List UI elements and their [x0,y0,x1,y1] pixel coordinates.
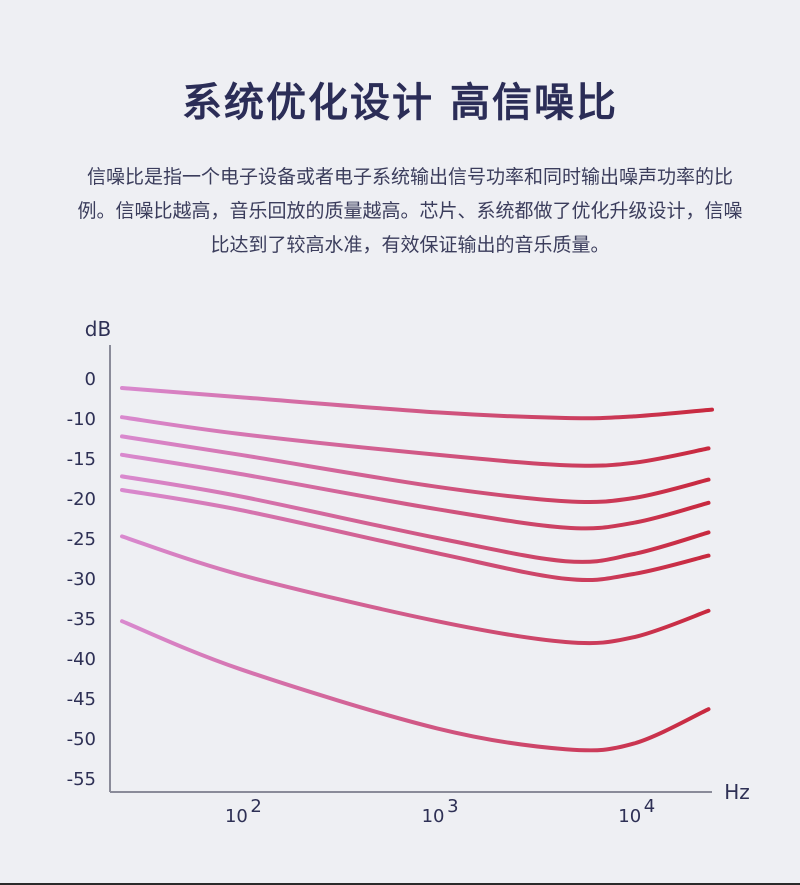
series-line-3 [120,434,711,505]
series-line-4 [120,452,711,531]
series-line-8 [120,619,711,753]
y-axis-label: dB [85,317,111,341]
y-tick-label: -55 [67,769,96,790]
y-tick-label: -40 [67,649,96,670]
series-line-1 [120,386,714,421]
y-tick-label: -10 [67,409,96,430]
page-title: 系统优化设计 高信噪比 [182,80,618,126]
description-text: 信噪比是指一个电子设备或者电子系统输出信号功率和同时输出噪声功率的比例。信噪比越… [77,166,743,256]
series-line-5 [120,474,711,564]
y-tick-label: -35 [67,609,96,630]
x-tick-label: 10 [422,806,445,827]
x-axis-label: Hz [724,780,750,804]
x-tick-label: 10 [225,806,248,827]
series-line-6 [120,488,711,583]
y-tick-label: 0 [85,369,96,390]
series-line-7 [120,534,711,646]
y-tick-label: -15 [67,449,96,470]
y-tick-label: -20 [67,489,96,510]
x-tick-label: 10 [618,806,641,827]
y-tick-label: -50 [67,729,96,750]
y-tick-label: -25 [67,529,96,550]
y-tick-label: -45 [67,689,96,710]
bottom-divider [0,883,800,885]
series-line-2 [120,415,711,468]
x-tick-exponent: 2 [250,796,261,817]
y-tick-label: -30 [67,569,96,590]
x-tick-exponent: 4 [644,796,655,817]
x-tick-exponent: 3 [447,796,458,817]
